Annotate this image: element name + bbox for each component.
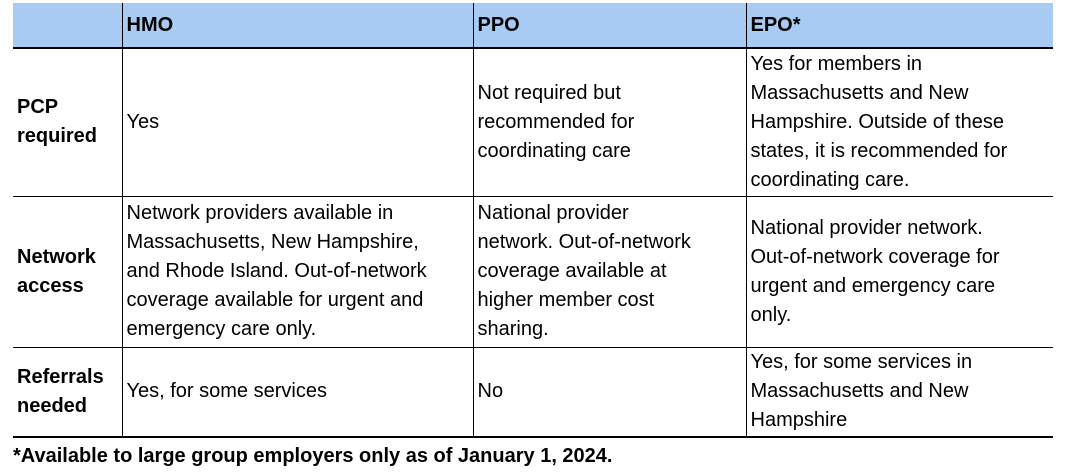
column-header-blank: [13, 3, 122, 49]
cell-referrals-hmo: Yes, for some services: [121, 347, 473, 438]
footnote: *Available to large group employers only…: [13, 445, 613, 467]
table-row-pcp-required: PCP required Yes Not required but recomm…: [13, 48, 1053, 197]
cell-network-hmo: Network providers available in Massachus…: [121, 196, 473, 348]
cell-pcp-ppo: Not required but recommended for coordin…: [472, 48, 746, 197]
row-header-referrals-needed: Referrals needed: [13, 347, 122, 438]
plan-comparison-table: HMO PPO EPO* PCP required Yes Not requir…: [13, 3, 1053, 438]
row-header-network-access: Network access: [13, 196, 122, 348]
header-row: HMO PPO EPO*: [13, 3, 1053, 49]
column-header-epo: EPO*: [745, 3, 1053, 49]
row-header-pcp-required: PCP required: [13, 48, 122, 197]
cell-network-ppo: National provider network. Out-of-networ…: [472, 196, 746, 348]
table-row-referrals-needed: Referrals needed Yes, for some services …: [13, 347, 1053, 438]
cell-pcp-epo: Yes for members in Massachusetts and New…: [745, 48, 1053, 197]
cell-referrals-ppo: No: [472, 347, 746, 438]
column-header-hmo: HMO: [121, 3, 473, 49]
cell-network-epo: National provider network. Out-of-networ…: [745, 196, 1053, 348]
table-row-network-access: Network access Network providers availab…: [13, 196, 1053, 348]
column-header-ppo: PPO: [472, 3, 746, 49]
cell-referrals-epo: Yes, for some services in Massachusetts …: [745, 347, 1053, 438]
cell-pcp-hmo: Yes: [121, 48, 473, 197]
